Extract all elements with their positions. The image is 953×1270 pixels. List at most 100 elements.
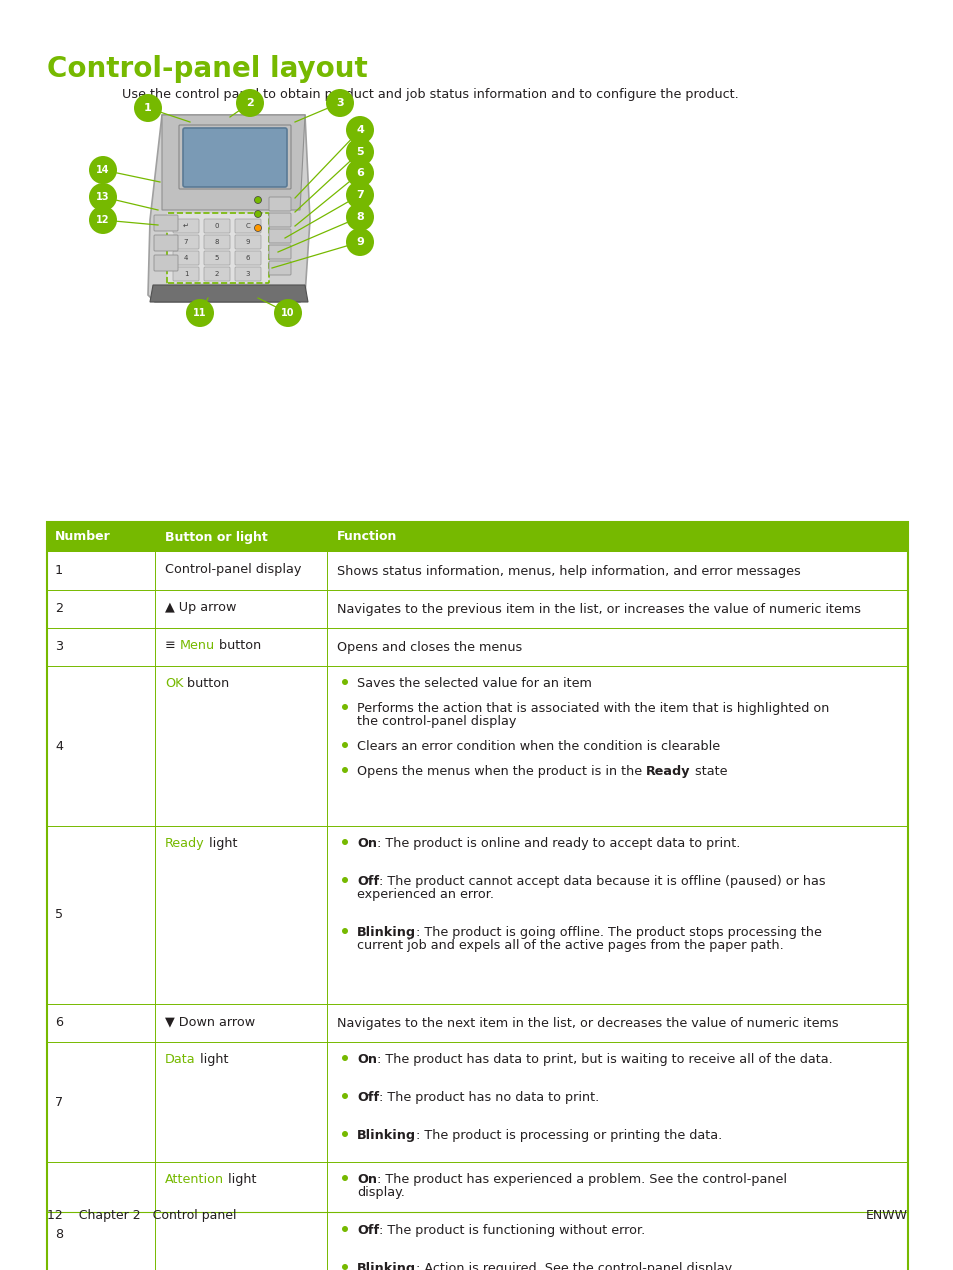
FancyBboxPatch shape <box>172 251 199 265</box>
Text: : The product has experienced a problem. See the control-panel: : The product has experienced a problem.… <box>376 1173 786 1186</box>
Polygon shape <box>148 116 310 302</box>
Text: Off: Off <box>356 875 378 888</box>
Text: Blinking: Blinking <box>356 1262 416 1270</box>
Polygon shape <box>150 284 308 302</box>
Text: : The product cannot accept data because it is offline (paused) or has: : The product cannot accept data because… <box>378 875 825 888</box>
Text: On: On <box>356 837 376 850</box>
Circle shape <box>341 1093 348 1099</box>
Text: Shows status information, menus, help information, and error messages: Shows status information, menus, help in… <box>336 564 800 578</box>
Circle shape <box>341 704 348 710</box>
Text: On: On <box>356 1173 376 1186</box>
Text: 1: 1 <box>144 103 152 113</box>
Circle shape <box>341 1226 348 1232</box>
FancyBboxPatch shape <box>269 262 291 276</box>
Text: ▼ Down arrow: ▼ Down arrow <box>165 1015 254 1027</box>
Text: 7: 7 <box>184 239 188 245</box>
Text: 5: 5 <box>55 908 63 922</box>
Text: C: C <box>245 224 250 229</box>
Text: 3: 3 <box>335 98 343 108</box>
Text: 3: 3 <box>246 271 250 277</box>
Text: Button or light: Button or light <box>165 531 268 544</box>
Circle shape <box>341 878 348 883</box>
Text: Ready: Ready <box>165 837 204 850</box>
FancyBboxPatch shape <box>234 251 261 265</box>
Text: 7: 7 <box>355 190 363 199</box>
Circle shape <box>341 1264 348 1270</box>
FancyBboxPatch shape <box>269 229 291 243</box>
Text: display.: display. <box>356 1186 404 1199</box>
Text: Control-panel display: Control-panel display <box>165 563 301 577</box>
Circle shape <box>341 928 348 933</box>
Text: Navigates to the previous item in the list, or increases the value of numeric it: Navigates to the previous item in the li… <box>336 602 861 616</box>
Text: 14: 14 <box>96 165 110 175</box>
Text: experienced an error.: experienced an error. <box>356 888 494 900</box>
Text: 7: 7 <box>55 1096 63 1109</box>
Circle shape <box>235 89 264 117</box>
Text: Clears an error condition when the condition is clearable: Clears an error condition when the condi… <box>356 740 720 753</box>
Circle shape <box>346 229 374 257</box>
Text: : The product is going offline. The product stops processing the: : The product is going offline. The prod… <box>416 926 821 939</box>
Text: 5: 5 <box>214 255 219 262</box>
Bar <box>47 591 907 627</box>
Text: light: light <box>204 837 237 850</box>
FancyBboxPatch shape <box>234 218 261 232</box>
Circle shape <box>346 159 374 187</box>
Text: Menu: Menu <box>179 639 214 652</box>
FancyBboxPatch shape <box>172 218 199 232</box>
Text: 2: 2 <box>55 602 63 616</box>
Bar <box>47 522 907 1270</box>
Text: Opens and closes the menus: Opens and closes the menus <box>336 640 521 654</box>
Text: : Action is required. See the control-panel display.: : Action is required. See the control-pa… <box>416 1262 734 1270</box>
Text: Attention: Attention <box>165 1173 224 1186</box>
Text: Navigates to the next item in the list, or decreases the value of numeric items: Navigates to the next item in the list, … <box>336 1016 838 1030</box>
FancyBboxPatch shape <box>234 267 261 281</box>
Text: light: light <box>224 1173 256 1186</box>
Circle shape <box>274 298 302 326</box>
Text: 2: 2 <box>214 271 219 277</box>
Text: button: button <box>214 639 261 652</box>
Circle shape <box>341 679 348 685</box>
Text: 4: 4 <box>55 739 63 753</box>
Circle shape <box>89 183 117 211</box>
Text: button: button <box>183 677 230 690</box>
Text: 10: 10 <box>281 309 294 318</box>
Text: 1: 1 <box>55 564 63 578</box>
Bar <box>47 1005 907 1041</box>
Text: 6: 6 <box>55 1016 63 1030</box>
Text: : The product has no data to print.: : The product has no data to print. <box>378 1091 598 1104</box>
Text: Blinking: Blinking <box>356 926 416 939</box>
FancyBboxPatch shape <box>153 235 178 251</box>
Text: : The product is functioning without error.: : The product is functioning without err… <box>378 1224 644 1237</box>
Text: 5: 5 <box>355 147 363 157</box>
FancyBboxPatch shape <box>269 197 291 211</box>
Text: Function: Function <box>336 531 397 544</box>
Text: 13: 13 <box>96 192 110 202</box>
Circle shape <box>346 203 374 231</box>
Text: OK: OK <box>165 677 183 690</box>
FancyBboxPatch shape <box>204 235 230 249</box>
Polygon shape <box>162 116 305 210</box>
Text: the control-panel display: the control-panel display <box>356 715 516 728</box>
Bar <box>47 522 907 552</box>
Text: 2: 2 <box>246 98 253 108</box>
Text: 9: 9 <box>246 239 250 245</box>
Circle shape <box>341 742 348 748</box>
FancyBboxPatch shape <box>204 251 230 265</box>
Text: Off: Off <box>356 1091 378 1104</box>
Text: 3: 3 <box>55 640 63 654</box>
Text: On: On <box>356 1053 376 1066</box>
Circle shape <box>254 211 261 217</box>
FancyBboxPatch shape <box>234 235 261 249</box>
Bar <box>47 665 907 826</box>
FancyBboxPatch shape <box>269 245 291 259</box>
Circle shape <box>186 298 213 326</box>
Text: 9: 9 <box>355 237 363 246</box>
FancyBboxPatch shape <box>167 213 269 283</box>
Circle shape <box>89 156 117 184</box>
Circle shape <box>341 1175 348 1181</box>
Text: : The product has data to print, but is waiting to receive all of the data.: : The product has data to print, but is … <box>376 1053 832 1066</box>
Bar <box>47 1162 907 1270</box>
Text: Number: Number <box>55 531 111 544</box>
Text: 6: 6 <box>355 168 363 178</box>
Circle shape <box>341 1055 348 1060</box>
